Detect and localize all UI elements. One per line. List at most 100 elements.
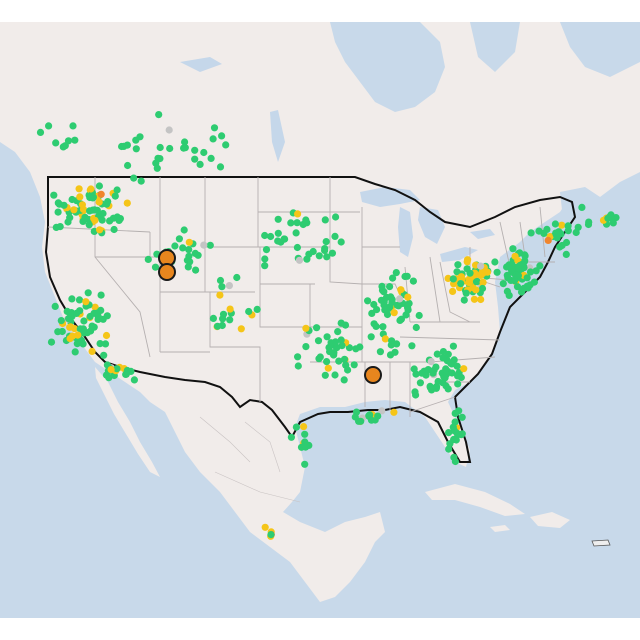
station-marker-good[interactable]: [536, 262, 544, 270]
station-marker-moderate[interactable]: [78, 201, 86, 209]
station-marker-moderate[interactable]: [82, 298, 90, 306]
station-marker-good[interactable]: [458, 413, 466, 421]
station-marker-good[interactable]: [331, 371, 339, 379]
station-marker-good[interactable]: [80, 317, 88, 325]
station-marker-good[interactable]: [122, 370, 130, 378]
station-marker-good[interactable]: [381, 306, 389, 314]
station-marker-good[interactable]: [609, 219, 617, 227]
station-marker-good[interactable]: [293, 219, 301, 227]
station-marker-good[interactable]: [79, 217, 87, 225]
station-marker-good[interactable]: [337, 319, 345, 327]
station-marker-good[interactable]: [209, 135, 217, 143]
station-marker-good[interactable]: [388, 298, 396, 306]
station-marker-good[interactable]: [277, 238, 285, 246]
station-marker-good[interactable]: [532, 267, 540, 275]
station-marker-good[interactable]: [412, 391, 420, 399]
station-marker-good[interactable]: [219, 315, 227, 323]
station-marker-good[interactable]: [155, 111, 163, 119]
station-marker-moderate[interactable]: [91, 216, 99, 224]
station-marker-good[interactable]: [578, 203, 586, 211]
station-marker-moderate[interactable]: [294, 210, 302, 218]
station-marker-moderate[interactable]: [91, 303, 99, 311]
station-marker-good[interactable]: [267, 232, 275, 241]
station-marker-good[interactable]: [478, 284, 487, 293]
station-marker-moderate[interactable]: [66, 323, 74, 331]
station-marker-good[interactable]: [562, 238, 571, 247]
station-marker-good[interactable]: [253, 305, 261, 313]
station-marker-good[interactable]: [439, 354, 447, 362]
station-marker-good[interactable]: [130, 376, 138, 384]
station-marker-moderate[interactable]: [449, 287, 457, 295]
station-marker-good[interactable]: [391, 348, 399, 356]
station-marker-good[interactable]: [85, 221, 93, 229]
station-marker-moderate[interactable]: [472, 286, 480, 294]
station-marker-moderate[interactable]: [465, 279, 473, 287]
station-marker-moderate[interactable]: [70, 206, 78, 214]
station-marker-good[interactable]: [102, 371, 111, 379]
station-marker-good[interactable]: [181, 138, 189, 146]
station-marker-no-data[interactable]: [477, 262, 485, 270]
station-marker-good[interactable]: [261, 231, 269, 240]
station-marker-good[interactable]: [352, 408, 361, 416]
station-marker-good[interactable]: [287, 219, 295, 227]
station-marker-good[interactable]: [368, 309, 376, 317]
station-marker-good[interactable]: [45, 122, 53, 130]
station-marker-good[interactable]: [93, 309, 101, 317]
station-marker-good[interactable]: [191, 249, 199, 257]
map-view[interactable]: [0, 22, 640, 618]
station-marker-good[interactable]: [540, 229, 548, 237]
station-marker-good[interactable]: [521, 252, 529, 260]
station-marker-good[interactable]: [144, 255, 152, 263]
station-marker-good[interactable]: [316, 353, 324, 361]
station-marker-good[interactable]: [453, 362, 461, 370]
station-marker-good[interactable]: [305, 250, 313, 258]
station-marker-good[interactable]: [451, 409, 459, 417]
station-marker-good[interactable]: [345, 344, 353, 352]
station-marker-good[interactable]: [185, 246, 193, 254]
station-marker-good[interactable]: [118, 142, 126, 151]
station-marker-good[interactable]: [196, 160, 204, 168]
station-marker-good[interactable]: [104, 198, 112, 206]
station-marker-good[interactable]: [80, 329, 88, 337]
station-marker-moderate[interactable]: [397, 286, 405, 294]
station-marker-moderate[interactable]: [479, 278, 487, 286]
station-marker-good[interactable]: [183, 256, 191, 264]
station-marker-good[interactable]: [323, 253, 331, 261]
station-marker-good[interactable]: [444, 385, 452, 393]
station-marker-good[interactable]: [292, 423, 300, 431]
station-marker-good[interactable]: [132, 136, 140, 144]
station-marker-good[interactable]: [429, 369, 437, 377]
station-marker-good[interactable]: [313, 324, 321, 332]
station-marker-good[interactable]: [380, 298, 388, 306]
station-marker-good[interactable]: [445, 445, 453, 453]
station-marker-moderate[interactable]: [381, 335, 389, 343]
station-marker-good[interactable]: [101, 340, 110, 348]
station-marker-good[interactable]: [191, 146, 199, 154]
station-marker-good[interactable]: [69, 122, 77, 130]
station-marker-good[interactable]: [367, 333, 375, 341]
station-marker-good[interactable]: [420, 367, 428, 375]
station-marker-moderate[interactable]: [444, 274, 452, 282]
station-marker-moderate[interactable]: [457, 273, 465, 281]
station-marker-good[interactable]: [454, 380, 462, 388]
station-marker-good[interactable]: [88, 322, 96, 330]
station-marker-good[interactable]: [179, 244, 187, 252]
station-marker-good[interactable]: [499, 280, 507, 288]
station-marker-good[interactable]: [66, 214, 74, 222]
station-marker-good[interactable]: [233, 273, 241, 282]
station-marker-good[interactable]: [323, 358, 331, 366]
station-marker-good[interactable]: [401, 272, 409, 281]
highlighted-station-marker[interactable]: [158, 263, 176, 281]
station-marker-good[interactable]: [449, 275, 457, 283]
station-marker-good[interactable]: [293, 243, 301, 252]
station-marker-moderate[interactable]: [464, 256, 472, 264]
station-marker-good[interactable]: [218, 132, 226, 140]
station-marker-no-data[interactable]: [378, 407, 386, 415]
station-marker-good[interactable]: [218, 283, 226, 291]
station-marker-good[interactable]: [86, 312, 94, 321]
station-marker-moderate[interactable]: [511, 252, 519, 260]
station-marker-good[interactable]: [261, 262, 269, 270]
station-marker-moderate[interactable]: [123, 199, 131, 207]
station-marker-moderate[interactable]: [102, 331, 111, 340]
station-marker-moderate[interactable]: [66, 335, 74, 343]
